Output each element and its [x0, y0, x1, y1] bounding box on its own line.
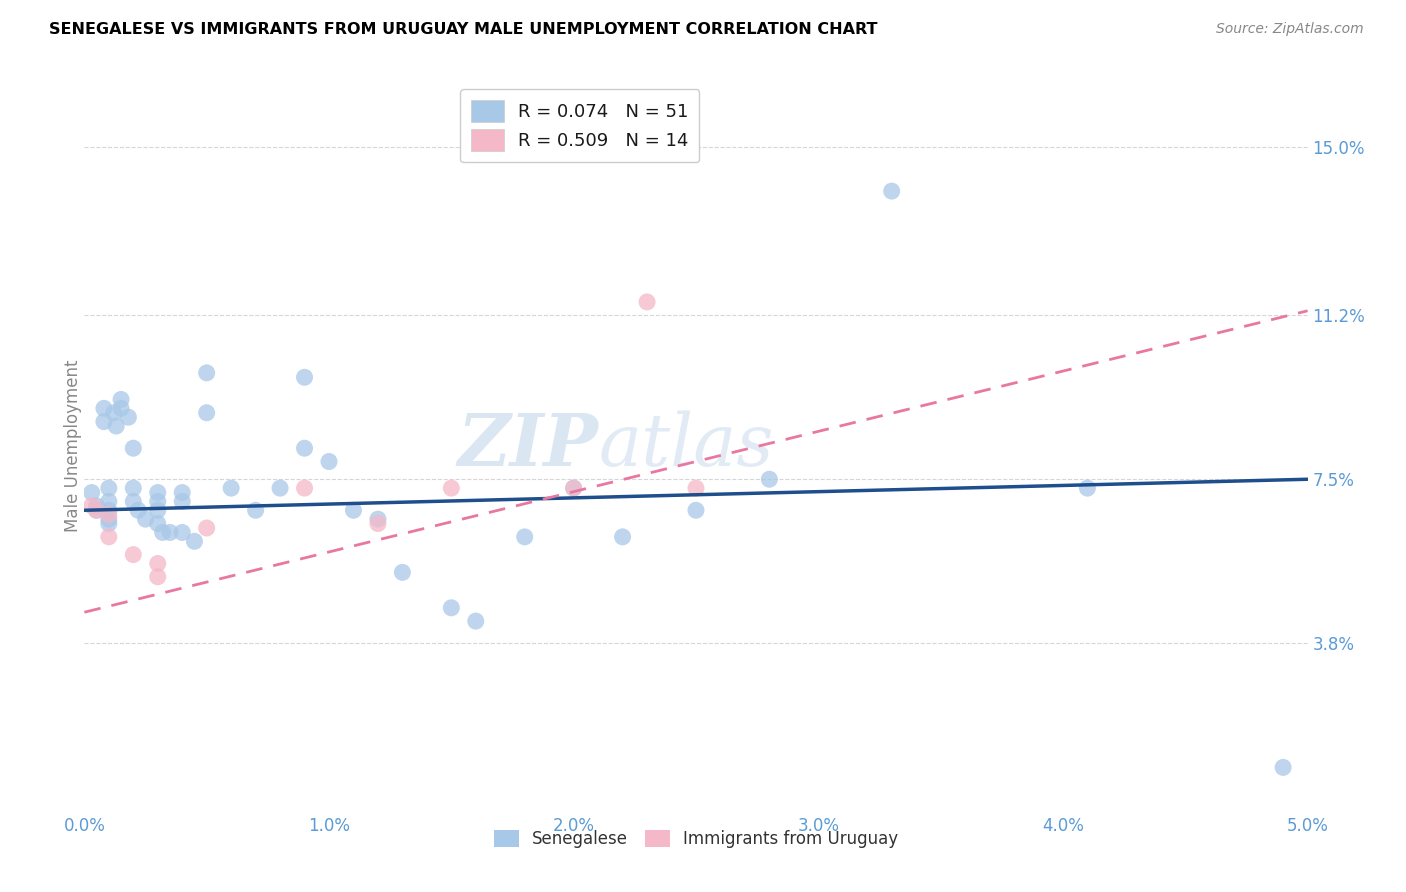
Point [146, 516, 169, 531]
Point [758, 472, 780, 486]
Point [219, 481, 242, 495]
Point [183, 534, 205, 549]
Point [97, 516, 120, 531]
Point [127, 503, 149, 517]
Point [1076, 481, 1098, 495]
Point [1272, 760, 1295, 774]
Point [685, 503, 707, 517]
Point [86, 503, 108, 517]
Point [269, 481, 291, 495]
Point [562, 481, 585, 495]
Point [117, 410, 139, 425]
Point [146, 503, 169, 517]
Point [97, 503, 120, 517]
Point [146, 570, 169, 584]
Point [294, 370, 316, 384]
Point [122, 441, 145, 455]
Point [97, 494, 120, 508]
Point [195, 406, 218, 420]
Point [440, 600, 463, 615]
Point [367, 516, 389, 531]
Text: Source: ZipAtlas.com: Source: ZipAtlas.com [1216, 22, 1364, 37]
Point [135, 512, 157, 526]
Point [172, 525, 194, 540]
Text: SENEGALESE VS IMMIGRANTS FROM URUGUAY MALE UNEMPLOYMENT CORRELATION CHART: SENEGALESE VS IMMIGRANTS FROM URUGUAY MA… [49, 22, 877, 37]
Point [172, 485, 194, 500]
Point [110, 392, 132, 407]
Point [93, 415, 115, 429]
Point [152, 525, 174, 540]
Point [685, 481, 707, 495]
Point [97, 512, 120, 526]
Point [122, 548, 145, 562]
Point [195, 366, 218, 380]
Point [146, 494, 169, 508]
Point [612, 530, 634, 544]
Point [245, 503, 267, 517]
Point [172, 494, 194, 508]
Point [122, 481, 145, 495]
Point [86, 503, 108, 517]
Point [146, 485, 169, 500]
Point [513, 530, 536, 544]
Point [97, 481, 120, 495]
Text: ZIP: ZIP [457, 410, 598, 482]
Point [562, 481, 585, 495]
Point [294, 481, 316, 495]
Point [97, 530, 120, 544]
Point [318, 454, 340, 468]
Point [342, 503, 364, 517]
Point [195, 521, 218, 535]
Point [440, 481, 463, 495]
Point [880, 184, 903, 198]
Point [367, 512, 389, 526]
Point [110, 401, 132, 416]
Point [86, 499, 108, 513]
Point [105, 419, 128, 434]
Point [80, 485, 103, 500]
Legend: Senegalese, Immigrants from Uruguay: Senegalese, Immigrants from Uruguay [486, 823, 905, 855]
Point [80, 499, 103, 513]
Point [97, 508, 120, 522]
Y-axis label: Male Unemployment: Male Unemployment [65, 359, 82, 533]
Point [122, 494, 145, 508]
Point [103, 406, 125, 420]
Point [146, 557, 169, 571]
Point [159, 525, 181, 540]
Text: atlas: atlas [598, 410, 773, 482]
Point [93, 401, 115, 416]
Point [636, 294, 658, 309]
Point [294, 441, 316, 455]
Point [464, 614, 486, 628]
Point [391, 566, 413, 580]
